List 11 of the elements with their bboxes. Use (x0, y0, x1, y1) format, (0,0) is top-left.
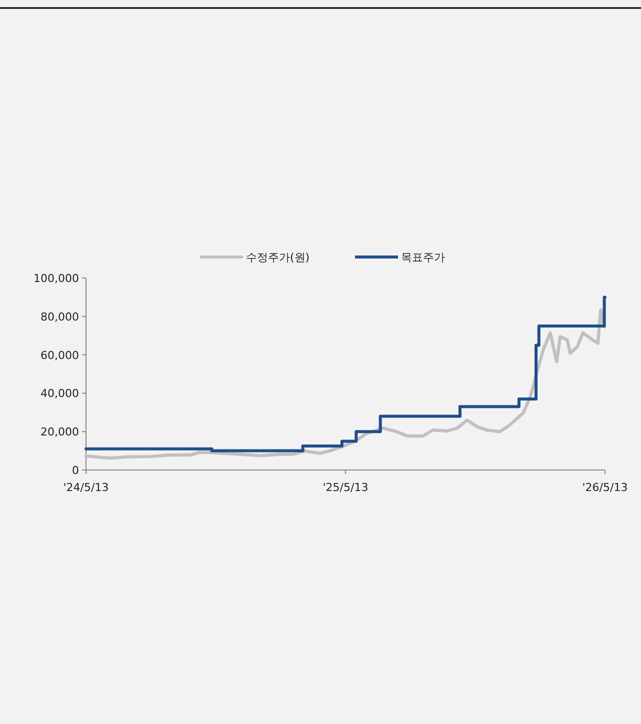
y-tick-label: 100,000 (34, 272, 79, 285)
x-tick-label: '24/5/13 (63, 481, 109, 494)
legend-label: 수정주가(원) (246, 251, 310, 264)
legend-label: 목표주가 (401, 251, 445, 264)
y-tick-label: 20,000 (40, 426, 79, 439)
y-tick-label: 0 (72, 464, 79, 477)
x-tick-label: '26/5/13 (582, 481, 628, 494)
y-tick-label: 40,000 (40, 387, 79, 400)
x-tick-label: '25/5/13 (322, 481, 368, 494)
y-tick-label: 60,000 (40, 348, 79, 362)
y-tick-label: 80,000 (40, 310, 79, 324)
